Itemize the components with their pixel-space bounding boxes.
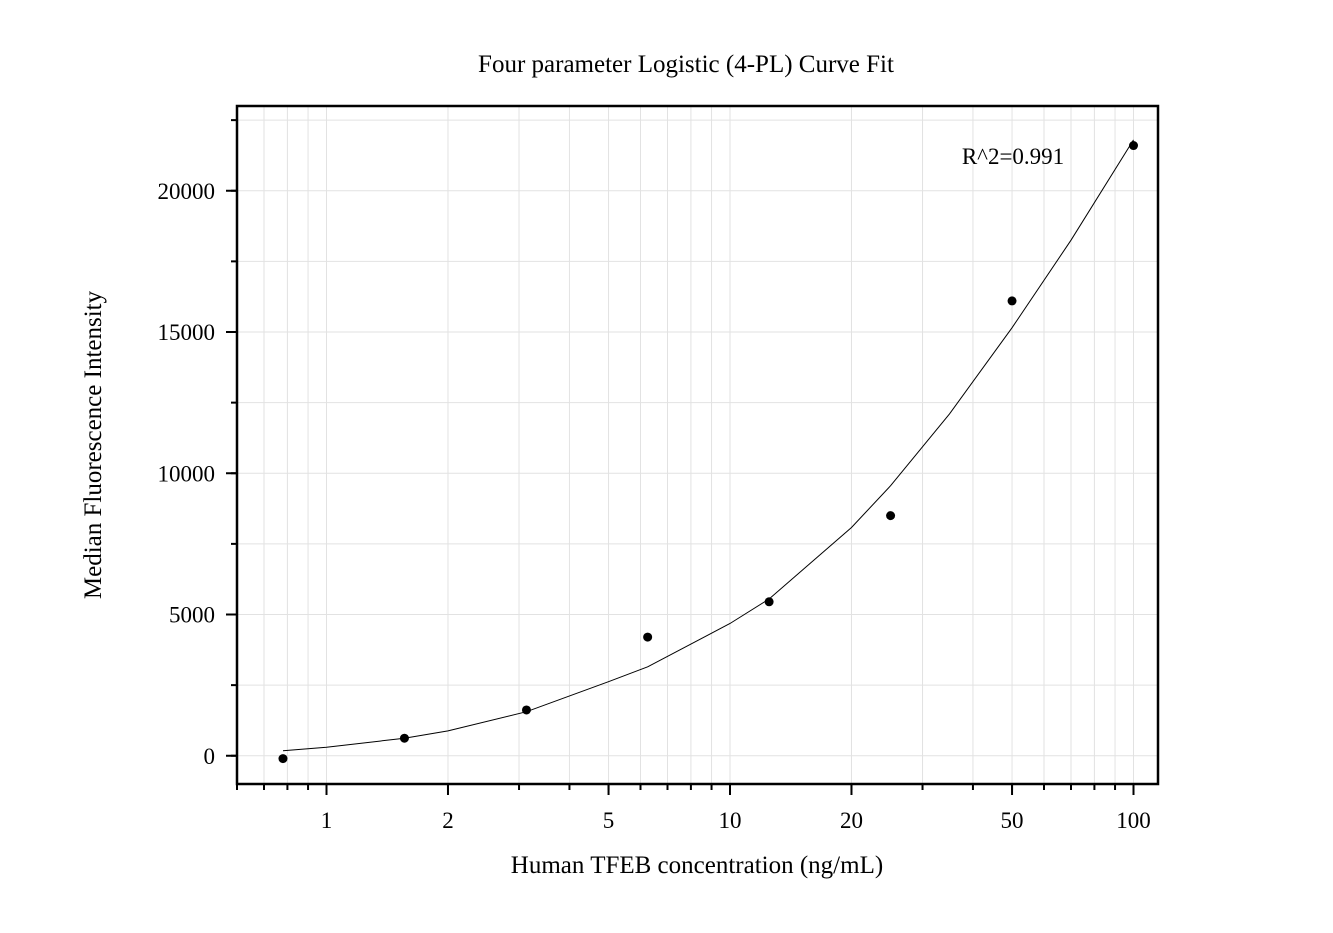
x-axis-ticks: 1 2 5 10 20 50 100 — [236, 784, 1151, 833]
data-points — [278, 141, 1139, 764]
y-axis-label: Median Fluorescence Intensity — [80, 290, 107, 599]
data-point — [1007, 296, 1017, 306]
x-tick-label: 1 — [321, 808, 333, 833]
fit-curve — [282, 139, 1134, 752]
chart-title: Four parameter Logistic (4-PL) Curve Fit — [478, 51, 894, 78]
grid-lines — [236, 106, 1158, 784]
x-tick-label: 10 — [719, 808, 742, 833]
x-tick-label: 20 — [840, 808, 863, 833]
data-point — [643, 632, 653, 642]
y-tick-label: 5000 — [169, 603, 215, 628]
data-point — [1129, 141, 1139, 151]
data-point — [886, 511, 896, 521]
r-squared-annotation: R^2=0.991 — [962, 144, 1064, 169]
data-point — [521, 705, 531, 715]
x-tick-label: 5 — [603, 808, 615, 833]
data-point — [399, 733, 409, 743]
x-tick-label: 50 — [1001, 808, 1024, 833]
x-tick-label: 2 — [442, 808, 454, 833]
fit-curve-layer — [282, 139, 1134, 752]
y-tick-label: 0 — [204, 744, 216, 769]
plot-frame — [235, 104, 1160, 786]
x-axis-label: Human TFEB concentration (ng/mL) — [511, 852, 883, 879]
y-tick-label: 15000 — [158, 320, 216, 345]
y-axis-ticks: 0 5000 10000 15000 20000 — [158, 119, 237, 769]
data-point — [278, 754, 288, 764]
y-tick-label: 20000 — [158, 179, 216, 204]
data-point — [764, 597, 774, 607]
y-tick-label: 10000 — [158, 461, 216, 486]
x-tick-label: 100 — [1116, 808, 1151, 833]
